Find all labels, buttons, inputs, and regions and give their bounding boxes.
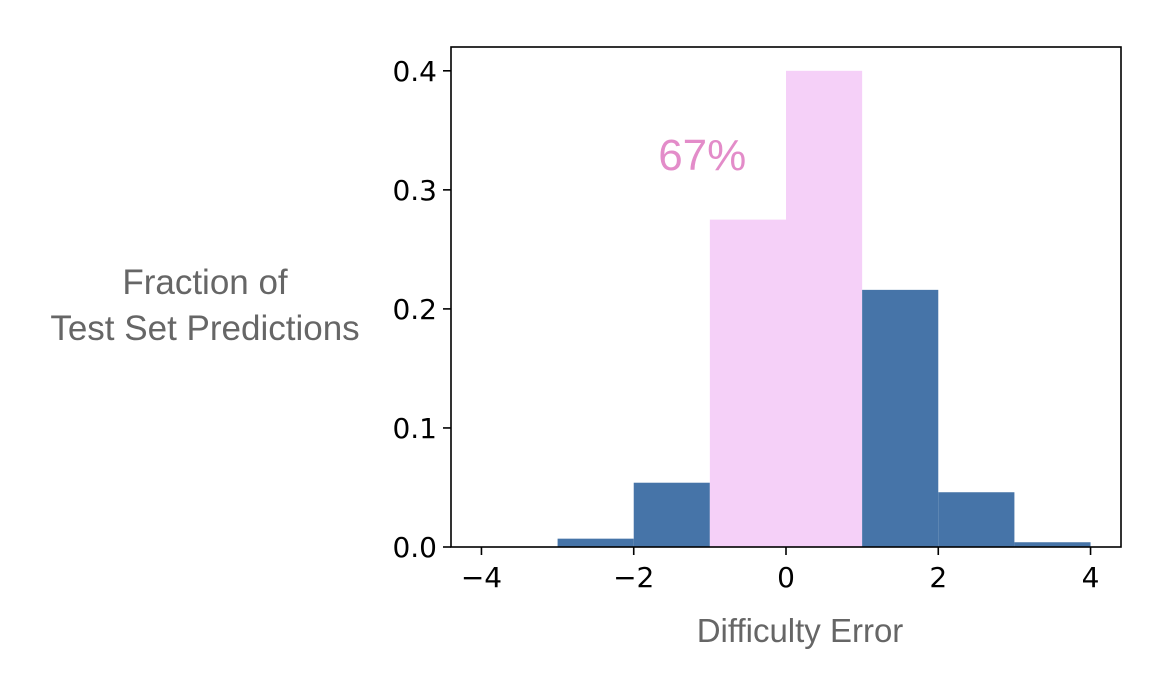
y-tick-label: 0.3: [392, 174, 437, 207]
y-tick-label: 0.2: [392, 293, 437, 326]
histogram-bar: [938, 492, 1015, 547]
x-tick-label: 2: [929, 561, 947, 594]
axes-group: 0.0 0.1 0.2 0.3 0.4 −4 −2 0 2 4: [392, 46, 1122, 594]
y-axis-label-line-2: Test Set Predictions: [50, 309, 360, 348]
histogram-bar: [709, 219, 786, 547]
y-tick-label: 0.1: [392, 412, 437, 445]
x-tick-label: −2: [613, 561, 654, 594]
y-tick-label: 0.4: [392, 55, 437, 88]
histogram-bar: [633, 482, 710, 547]
annotation-67-percent: 67%: [658, 131, 746, 180]
x-tick-label: 4: [1082, 561, 1100, 594]
y-axis-label-line-1: Fraction of: [122, 263, 288, 302]
histogram-bar: [557, 538, 634, 547]
x-axis-label: Difficulty Error: [696, 612, 904, 649]
x-tick-label: 0: [777, 561, 795, 594]
y-axis-label: Fraction of Test Set Predictions: [20, 260, 390, 352]
histogram-bar: [786, 70, 863, 548]
histogram-bar: [862, 289, 939, 547]
y-tick-label: 0.0: [392, 531, 437, 564]
x-tick-label: −4: [461, 561, 502, 594]
histogram-bar: [1014, 542, 1091, 547]
bars-group: [557, 70, 1091, 548]
